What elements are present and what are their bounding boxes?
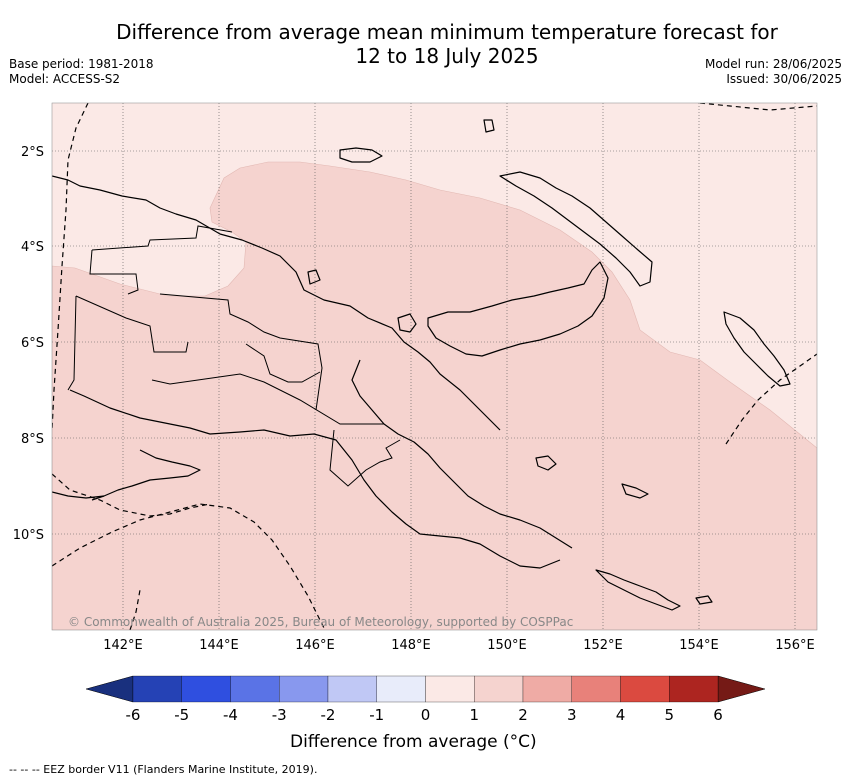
lat-label-6s: 6°S [21,336,44,351]
title-line-1: Difference from average mean minimum tem… [116,20,778,44]
colorbar-tick-label: -3 [272,706,287,724]
colorbar-cell [132,675,182,703]
colorbar-tick-label: 3 [567,706,577,724]
colorbar-tick-label: -4 [223,706,238,724]
border-central [75,295,189,353]
colorbar-cell [230,675,280,703]
umboi-island [397,313,417,333]
karkar-island [307,269,321,285]
lon-label-150e: 150°E [487,638,527,653]
title-line-2: 12 to 18 July 2025 [355,44,539,68]
anomaly-region-1-to-2 [52,161,817,630]
issued-date: Issued: 30/06/2025 [726,72,842,86]
colorbar-tick-label: 0 [421,706,431,724]
model-run: Model run: 28/06/2025 [704,57,842,71]
colorbar-cell [474,675,524,703]
colorbar-tick-label: 6 [713,706,723,724]
lon-label-142e: 142°E [103,638,143,653]
meta-right: Model run: 28/06/2025 Issued: 30/06/2025 [705,57,842,87]
border-southern [151,373,384,425]
colorbar: -6 -5 -4 -3 -2 -1 0 1 2 3 4 5 6 [85,675,766,724]
lon-labels: 142°E 144°E 146°E 148°E 150°E 152°E 154°… [103,638,815,653]
lat-label-2s: 2°S [21,145,44,160]
colorbar-tick-label: -6 [126,706,141,724]
meta-left: Base period: 1981-2018 Model: ACCESS-S2 [9,57,154,87]
land-borders [67,225,401,487]
colorbar-high-extend [717,675,766,703]
colorbar-cell [181,675,231,703]
fergusson-island [535,455,557,471]
eez-footnote: -- -- -- EEZ border V11 (Flanders Marine… [9,763,318,776]
colorbar-tick-label: 1 [469,706,479,724]
colorbar-ticks: -6 -5 -4 -3 -2 -1 0 1 2 3 4 5 6 [126,706,723,724]
eez-border-south [52,503,325,629]
colorbar-tick-label: -5 [174,706,189,724]
eez-border-west [52,103,89,431]
coastline-north [52,175,501,431]
lat-label-4s: 4°S [21,240,44,255]
lon-label-148e: 148°E [391,638,431,653]
colorbar-cell [571,675,621,703]
colorbar-cell [425,675,475,703]
coastline-fly-river [91,449,201,501]
milne-bay-islands [595,569,681,611]
lon-label-152e: 152°E [583,638,623,653]
coastlines [52,119,791,611]
border-highlands [159,293,323,411]
colorbar-label: Difference from average (°C) [290,732,537,752]
lon-label-156e: 156°E [775,638,815,653]
colorbar-cell [376,675,426,703]
lat-labels: 2°S 4°S 6°S 8°S 10°S [13,145,44,543]
colorbar-low-extend [85,675,134,703]
grid-lines [52,103,817,630]
new-ireland-island [499,171,653,287]
lat-label-10s: 10°S [13,528,44,543]
coastline-western-island [52,491,105,499]
copyright-text: © Commonwealth of Australia 2025, Bureau… [68,615,573,629]
colorbar-cell [669,675,719,703]
colorbar-tick-label: -1 [369,706,384,724]
coastline-south [69,389,561,569]
colorbar-cell [522,675,572,703]
rossel-island [695,595,713,605]
border-west-interior [91,225,233,251]
colorbar-tick-label: -2 [321,706,336,724]
lon-label-146e: 146°E [295,638,335,653]
lon-label-154e: 154°E [679,638,719,653]
border-province-north [245,343,321,383]
eez-border-north-east [699,103,817,111]
new-britain-island [427,261,609,357]
eez-border-south-west [52,473,211,517]
lat-label-8s: 8°S [21,432,44,447]
colorbar-tick-label: 2 [518,706,528,724]
bougainville-island [723,311,791,387]
coastline-southeast [351,359,573,549]
eez-border-south-edge [129,589,141,630]
colorbar-tick-label: 5 [664,706,674,724]
eez-borders [52,103,817,630]
border-west-loop [89,249,139,295]
manus-island [483,119,495,133]
trobriand-island [621,483,649,499]
new-hanover-island [339,147,383,163]
border-eastern [329,429,401,487]
colorbar-cell [327,675,377,703]
map-panel [52,103,817,630]
map-frame [51,102,818,631]
colorbar-cell [279,675,329,703]
eez-border-east [725,353,817,445]
chart-title: Difference from average mean minimum tem… [0,20,850,68]
colorbar-tick-label: 4 [616,706,626,724]
model-name: Model: ACCESS-S2 [9,72,121,86]
colorbar-cell [620,675,670,703]
colorbar-cells [132,675,719,703]
lon-label-144e: 144°E [199,638,239,653]
base-period: Base period: 1981-2018 [9,57,154,71]
border-western-province [67,295,77,391]
